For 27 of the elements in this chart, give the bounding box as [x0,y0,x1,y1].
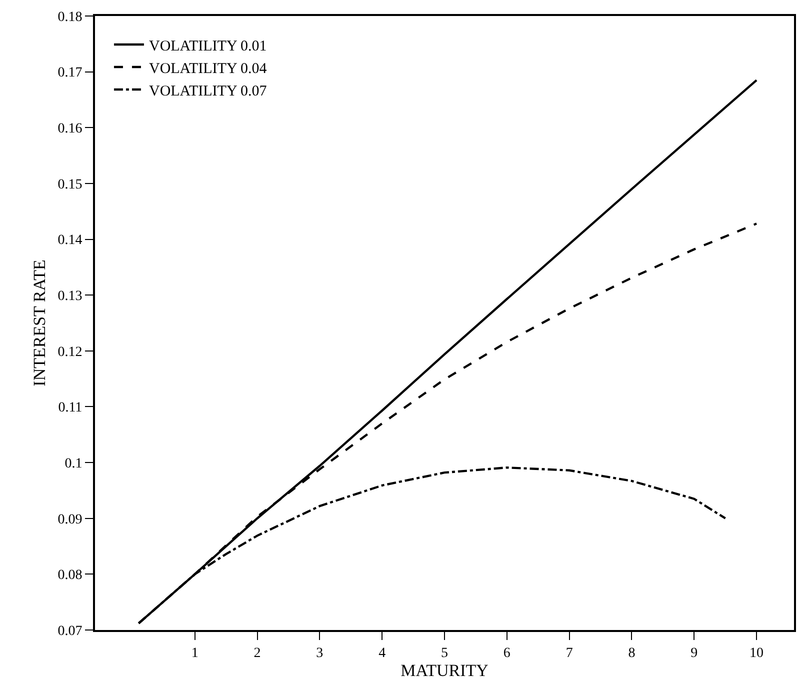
y-tick-label: 0.16 [58,122,82,137]
y-axis-title: INTEREST RATE [30,260,49,386]
x-tick-label: 10 [750,646,764,661]
y-tick-label: 0.09 [58,512,82,528]
legend-label: VOLATILITY 0.01 [148,38,267,54]
x-tick-label: 5 [441,646,448,661]
x-tick-label: 2 [254,646,261,661]
y-tick-label: 0.07 [58,624,82,639]
x-tick-label: 3 [316,646,324,661]
y-tick-label: 0.17 [58,66,82,81]
x-tick-label: 8 [628,646,636,661]
y-tick-label: 0.13 [58,288,82,304]
x-tick-label: 1 [191,646,198,661]
legend-label: VOLATILITY 0.07 [148,83,268,100]
y-tick-label: 0.14 [58,233,82,248]
y-tick-label: 0.1 [64,456,82,472]
y-tick-label: 0.12 [58,344,82,360]
y-tick-label: 0.11 [58,400,82,416]
x-axis-title: MATURITY [400,660,488,680]
y-tick-label: 0.08 [58,568,82,584]
y-tick-label: 0.18 [58,10,82,25]
x-tick-label: 9 [690,646,698,661]
legend-label: VOLATILITY 0.04 [148,60,268,77]
x-tick-label: 6 [503,646,510,661]
x-tick-label: 4 [378,646,386,661]
x-tick-label: 7 [566,646,573,661]
y-tick-label: 0.15 [58,177,82,192]
